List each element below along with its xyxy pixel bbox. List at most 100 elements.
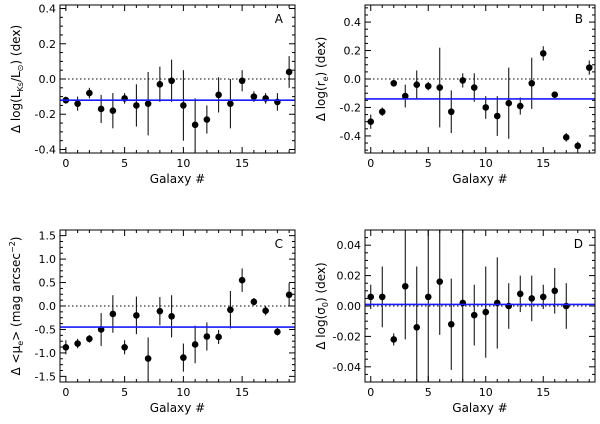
data-point [378, 293, 386, 301]
x-tick-label: 0 [62, 386, 69, 399]
x-tick-label: 5 [425, 157, 432, 170]
y-tick-label: 0.04 [337, 239, 362, 252]
data-point [401, 282, 409, 290]
y-tick-label: 0.0 [344, 73, 362, 86]
data-point [436, 84, 444, 91]
data-point [156, 307, 164, 315]
y-tick-label: 1.5 [39, 230, 57, 243]
panel-a: 0 5 10 15 -0.4 -0.2 0.0 0.2 0.4 A Galaxy # Δ log(LK… [9, 3, 296, 186]
x-tick-label: 5 [121, 157, 128, 170]
data-point [539, 293, 547, 301]
x-tick-label: 15 [536, 386, 550, 399]
data-point [401, 92, 409, 100]
x-tick-label: 10 [479, 157, 493, 170]
data-point [585, 64, 593, 71]
y-tick-label: -0.2 [35, 108, 56, 121]
x-tick-label: 0 [367, 157, 374, 170]
plot-area [62, 56, 293, 152]
data-point [144, 100, 152, 107]
y-tick-label: -0.5 [35, 323, 56, 336]
y-tick-label: 0.4 [344, 16, 362, 29]
data-point [285, 291, 293, 299]
y-tick-label: -0.4 [35, 143, 56, 156]
panel-b: 0 5 10 15 -0.4 -0.2 0.0 0.2 0.4 B Galaxy # Δ log(re… [314, 4, 596, 186]
x-tick-label: 0 [367, 386, 374, 399]
data-point [250, 93, 258, 100]
data-point [285, 68, 293, 76]
data-point [215, 91, 222, 99]
data-point [390, 336, 398, 343]
data-point [180, 102, 187, 109]
data-point [390, 79, 398, 87]
x-tick-label: 10 [176, 386, 190, 399]
y-tick-label: -0.2 [340, 101, 361, 114]
plot-area [62, 268, 293, 380]
data-point [551, 91, 559, 98]
data-point [180, 354, 187, 361]
y-tick-label: 0.4 [39, 3, 57, 16]
panel-letter: D [574, 237, 583, 251]
data-point [447, 108, 455, 116]
data-point [74, 340, 81, 347]
plot-area [367, 46, 593, 151]
data-point [459, 77, 467, 84]
y-axis-label: Δ <μe> (mag arcsec−2) [8, 236, 25, 375]
x-axis-label: Galaxy # [150, 401, 205, 415]
data-point [238, 77, 246, 85]
y-tick-label: 0.5 [39, 277, 57, 290]
plot-area [367, 230, 570, 382]
data-point [168, 313, 175, 320]
data-point [97, 105, 105, 113]
data-point [539, 50, 547, 57]
data-point [121, 343, 128, 351]
data-point [367, 118, 375, 125]
panel-d: 0 5 10 15 -0.04 -0.02 0.00 0.02 0.04 D Galaxy # Δ l… [314, 229, 596, 415]
panel-c: 0 5 10 15 -1.5 -1.0 -0.5 0.0 0.5 1.0 1.5 C Galaxy # Δ… [8, 229, 296, 415]
data-point [74, 100, 81, 107]
y-tick-label: -0.04 [333, 361, 361, 374]
data-point [528, 79, 536, 87]
data-point [447, 320, 455, 328]
data-point [62, 343, 70, 351]
x-tick-label: 15 [235, 157, 249, 170]
data-point [516, 290, 524, 298]
data-point [424, 82, 432, 90]
panel-letter: A [275, 12, 284, 26]
axes-frame [364, 4, 596, 154]
data-point [250, 298, 258, 306]
data-point [413, 81, 421, 88]
data-point [505, 99, 513, 107]
y-tick-label: 0.2 [39, 38, 57, 51]
data-point [227, 100, 234, 107]
x-axis-label: Galaxy # [150, 172, 205, 186]
data-point [424, 293, 432, 301]
x-axis-label: Galaxy # [452, 401, 507, 415]
data-point [436, 278, 444, 285]
data-point [413, 323, 421, 331]
x-axis-label: Galaxy # [452, 172, 507, 186]
y-tick-label: -0.4 [340, 130, 361, 143]
data-point [191, 121, 199, 129]
y-tick-label: 0.2 [344, 45, 362, 58]
data-point [215, 333, 222, 341]
x-tick-label: 10 [479, 386, 493, 399]
y-tick-label: -1.0 [35, 347, 56, 360]
data-point [203, 333, 211, 340]
x-tick-label: 0 [62, 157, 69, 170]
data-point [156, 80, 164, 88]
data-point [516, 102, 524, 110]
data-point [86, 335, 93, 343]
data-point [109, 107, 117, 115]
data-point [551, 287, 559, 295]
y-tick-label: 0.0 [39, 300, 57, 313]
x-tick-label: 5 [121, 386, 128, 399]
y-tick-label: 0.00 [337, 300, 362, 313]
y-tick-label: -0.02 [333, 330, 361, 343]
axes-frame [364, 229, 596, 383]
x-tick-label: 5 [425, 386, 432, 399]
y-tick-label: 0.0 [39, 73, 57, 86]
y-tick-label: 1.0 [39, 253, 57, 266]
data-point [367, 293, 375, 301]
y-axis-label: Δ log(LKs/L⊙) (dex) [9, 25, 25, 133]
